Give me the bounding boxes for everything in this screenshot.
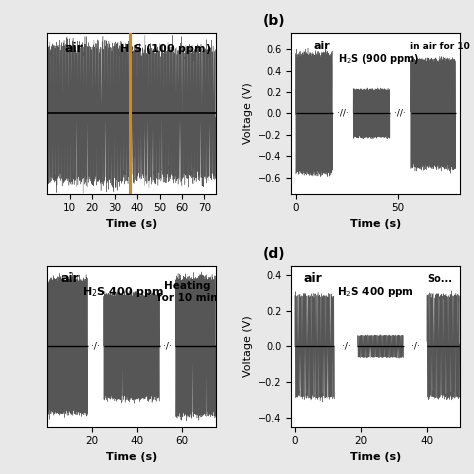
Text: H$_2$S (100 ppm): H$_2$S (100 ppm) bbox=[119, 43, 211, 56]
X-axis label: Time (s): Time (s) bbox=[106, 452, 157, 462]
Text: air: air bbox=[313, 41, 330, 51]
Text: in air for 10: in air for 10 bbox=[410, 42, 469, 51]
Text: H$_2$S 400 ppm: H$_2$S 400 ppm bbox=[337, 285, 414, 299]
Text: ·/·: ·/· bbox=[342, 342, 350, 351]
Text: (b): (b) bbox=[263, 14, 286, 28]
Text: ·/·: ·/· bbox=[411, 342, 419, 351]
Text: ·//·: ·//· bbox=[337, 109, 349, 118]
X-axis label: Time (s): Time (s) bbox=[106, 219, 157, 229]
Text: (d): (d) bbox=[263, 247, 286, 261]
Text: ·/·: ·/· bbox=[163, 342, 172, 351]
Text: air: air bbox=[304, 272, 323, 285]
Text: air: air bbox=[61, 272, 80, 285]
Text: Heating
for 10 min: Heating for 10 min bbox=[157, 281, 218, 302]
Text: ·//·: ·//· bbox=[394, 109, 406, 118]
Text: So...: So... bbox=[427, 274, 452, 284]
X-axis label: Time (s): Time (s) bbox=[350, 452, 401, 462]
Text: air: air bbox=[65, 43, 84, 55]
Text: H$_2$S (900 ppm): H$_2$S (900 ppm) bbox=[338, 52, 419, 66]
Text: ·/·: ·/· bbox=[91, 342, 100, 351]
Y-axis label: Voltage (V): Voltage (V) bbox=[243, 82, 253, 145]
Text: H$_2$S 400 ppm: H$_2$S 400 ppm bbox=[82, 285, 164, 299]
Y-axis label: Voltage (V): Voltage (V) bbox=[243, 315, 253, 377]
X-axis label: Time (s): Time (s) bbox=[350, 219, 401, 229]
